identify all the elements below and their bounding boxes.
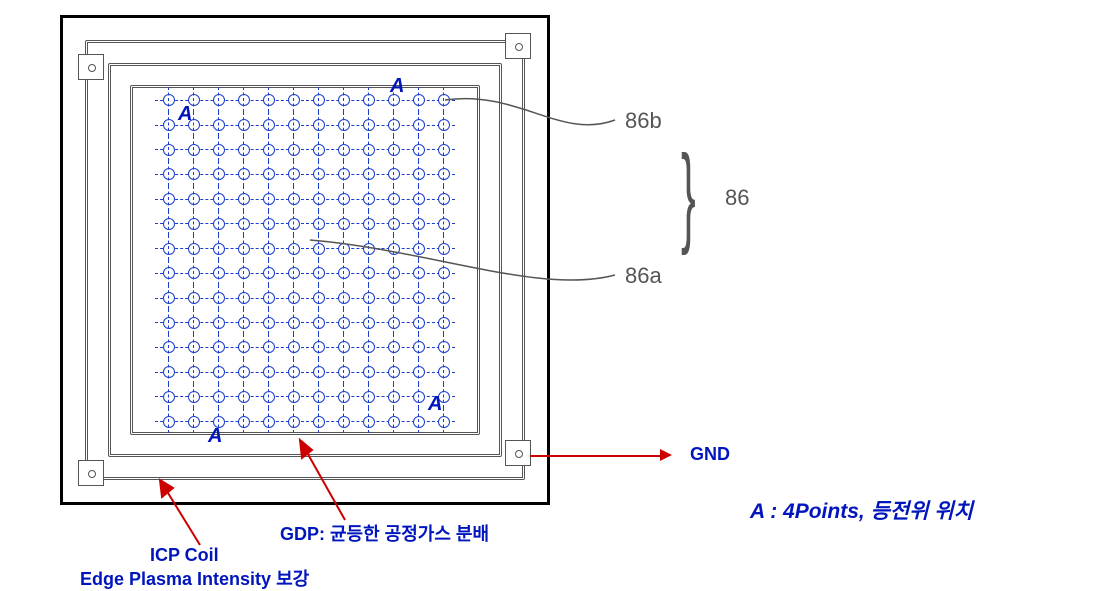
a-marker-3: A <box>208 425 222 448</box>
legend-text: A : 4Points, 등전위 위치 <box>750 495 973 525</box>
icp-label-2: Edge Plasma Intensity 보강 <box>80 565 309 591</box>
a-marker-2: A <box>390 75 404 98</box>
a-marker-4: A <box>428 393 442 416</box>
a-marker-1: A <box>178 103 192 126</box>
icp-label-1: ICP Coil <box>150 545 219 566</box>
